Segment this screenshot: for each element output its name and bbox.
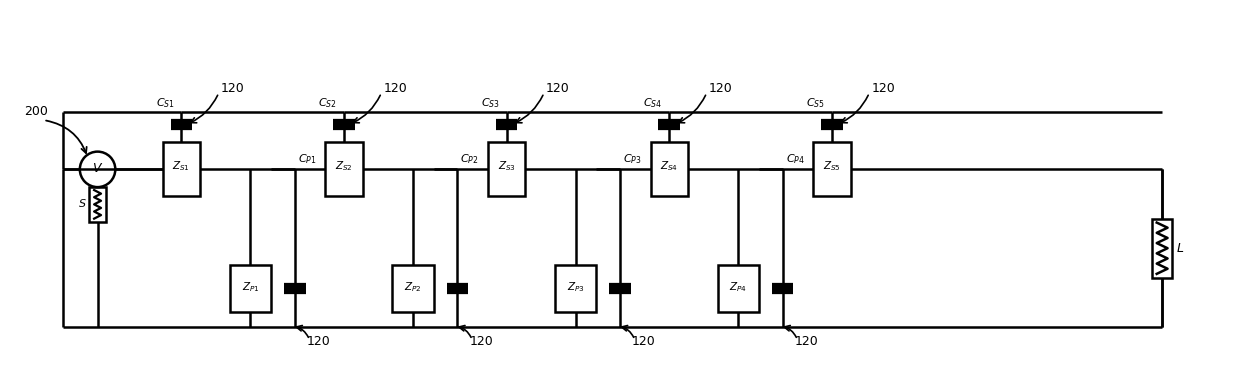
Text: $Z_{S4}$: $Z_{S4}$ <box>660 159 678 173</box>
Text: 120: 120 <box>469 335 494 348</box>
Bar <box>718 265 759 312</box>
Bar <box>1152 219 1172 278</box>
Text: 200: 200 <box>24 105 47 118</box>
Bar <box>89 187 107 222</box>
Bar <box>162 142 200 196</box>
Bar <box>392 265 434 312</box>
Bar <box>651 142 688 196</box>
Text: $C_{P1}$: $C_{P1}$ <box>298 152 316 166</box>
Text: L: L <box>1177 242 1184 255</box>
Text: 120: 120 <box>795 335 818 348</box>
Text: $Z_{P4}$: $Z_{P4}$ <box>729 280 748 294</box>
Text: 120: 120 <box>872 82 895 95</box>
Text: $Z_{S2}$: $Z_{S2}$ <box>335 159 353 173</box>
Text: $C_{S2}$: $C_{S2}$ <box>319 97 337 110</box>
Text: $Z_{P3}$: $Z_{P3}$ <box>567 280 584 294</box>
Text: $C_{P2}$: $C_{P2}$ <box>460 152 479 166</box>
Bar <box>325 142 363 196</box>
Bar <box>487 142 526 196</box>
Text: 120: 120 <box>546 82 570 95</box>
Text: $Z_{S5}$: $Z_{S5}$ <box>823 159 841 173</box>
Text: V: V <box>92 162 100 175</box>
Text: S: S <box>78 199 86 209</box>
Text: $Z_{P1}$: $Z_{P1}$ <box>242 280 259 294</box>
Text: $C_{S3}$: $C_{S3}$ <box>481 97 500 110</box>
Bar <box>813 142 851 196</box>
Text: 120: 120 <box>709 82 733 95</box>
Text: $C_{S1}$: $C_{S1}$ <box>155 97 175 110</box>
Text: 120: 120 <box>306 335 330 348</box>
Bar <box>556 265 596 312</box>
Text: 120: 120 <box>383 82 407 95</box>
Text: $Z_{S1}$: $Z_{S1}$ <box>172 159 190 173</box>
Text: 120: 120 <box>221 82 244 95</box>
Text: $C_{S5}$: $C_{S5}$ <box>806 97 825 110</box>
Bar <box>229 265 272 312</box>
Text: $C_{P4}$: $C_{P4}$ <box>786 152 805 166</box>
Text: $Z_{S3}$: $Z_{S3}$ <box>497 159 516 173</box>
Text: $Z_{P2}$: $Z_{P2}$ <box>404 280 422 294</box>
Text: 120: 120 <box>632 335 656 348</box>
Text: $C_{S4}$: $C_{S4}$ <box>644 97 662 110</box>
Text: $C_{P3}$: $C_{P3}$ <box>622 152 641 166</box>
